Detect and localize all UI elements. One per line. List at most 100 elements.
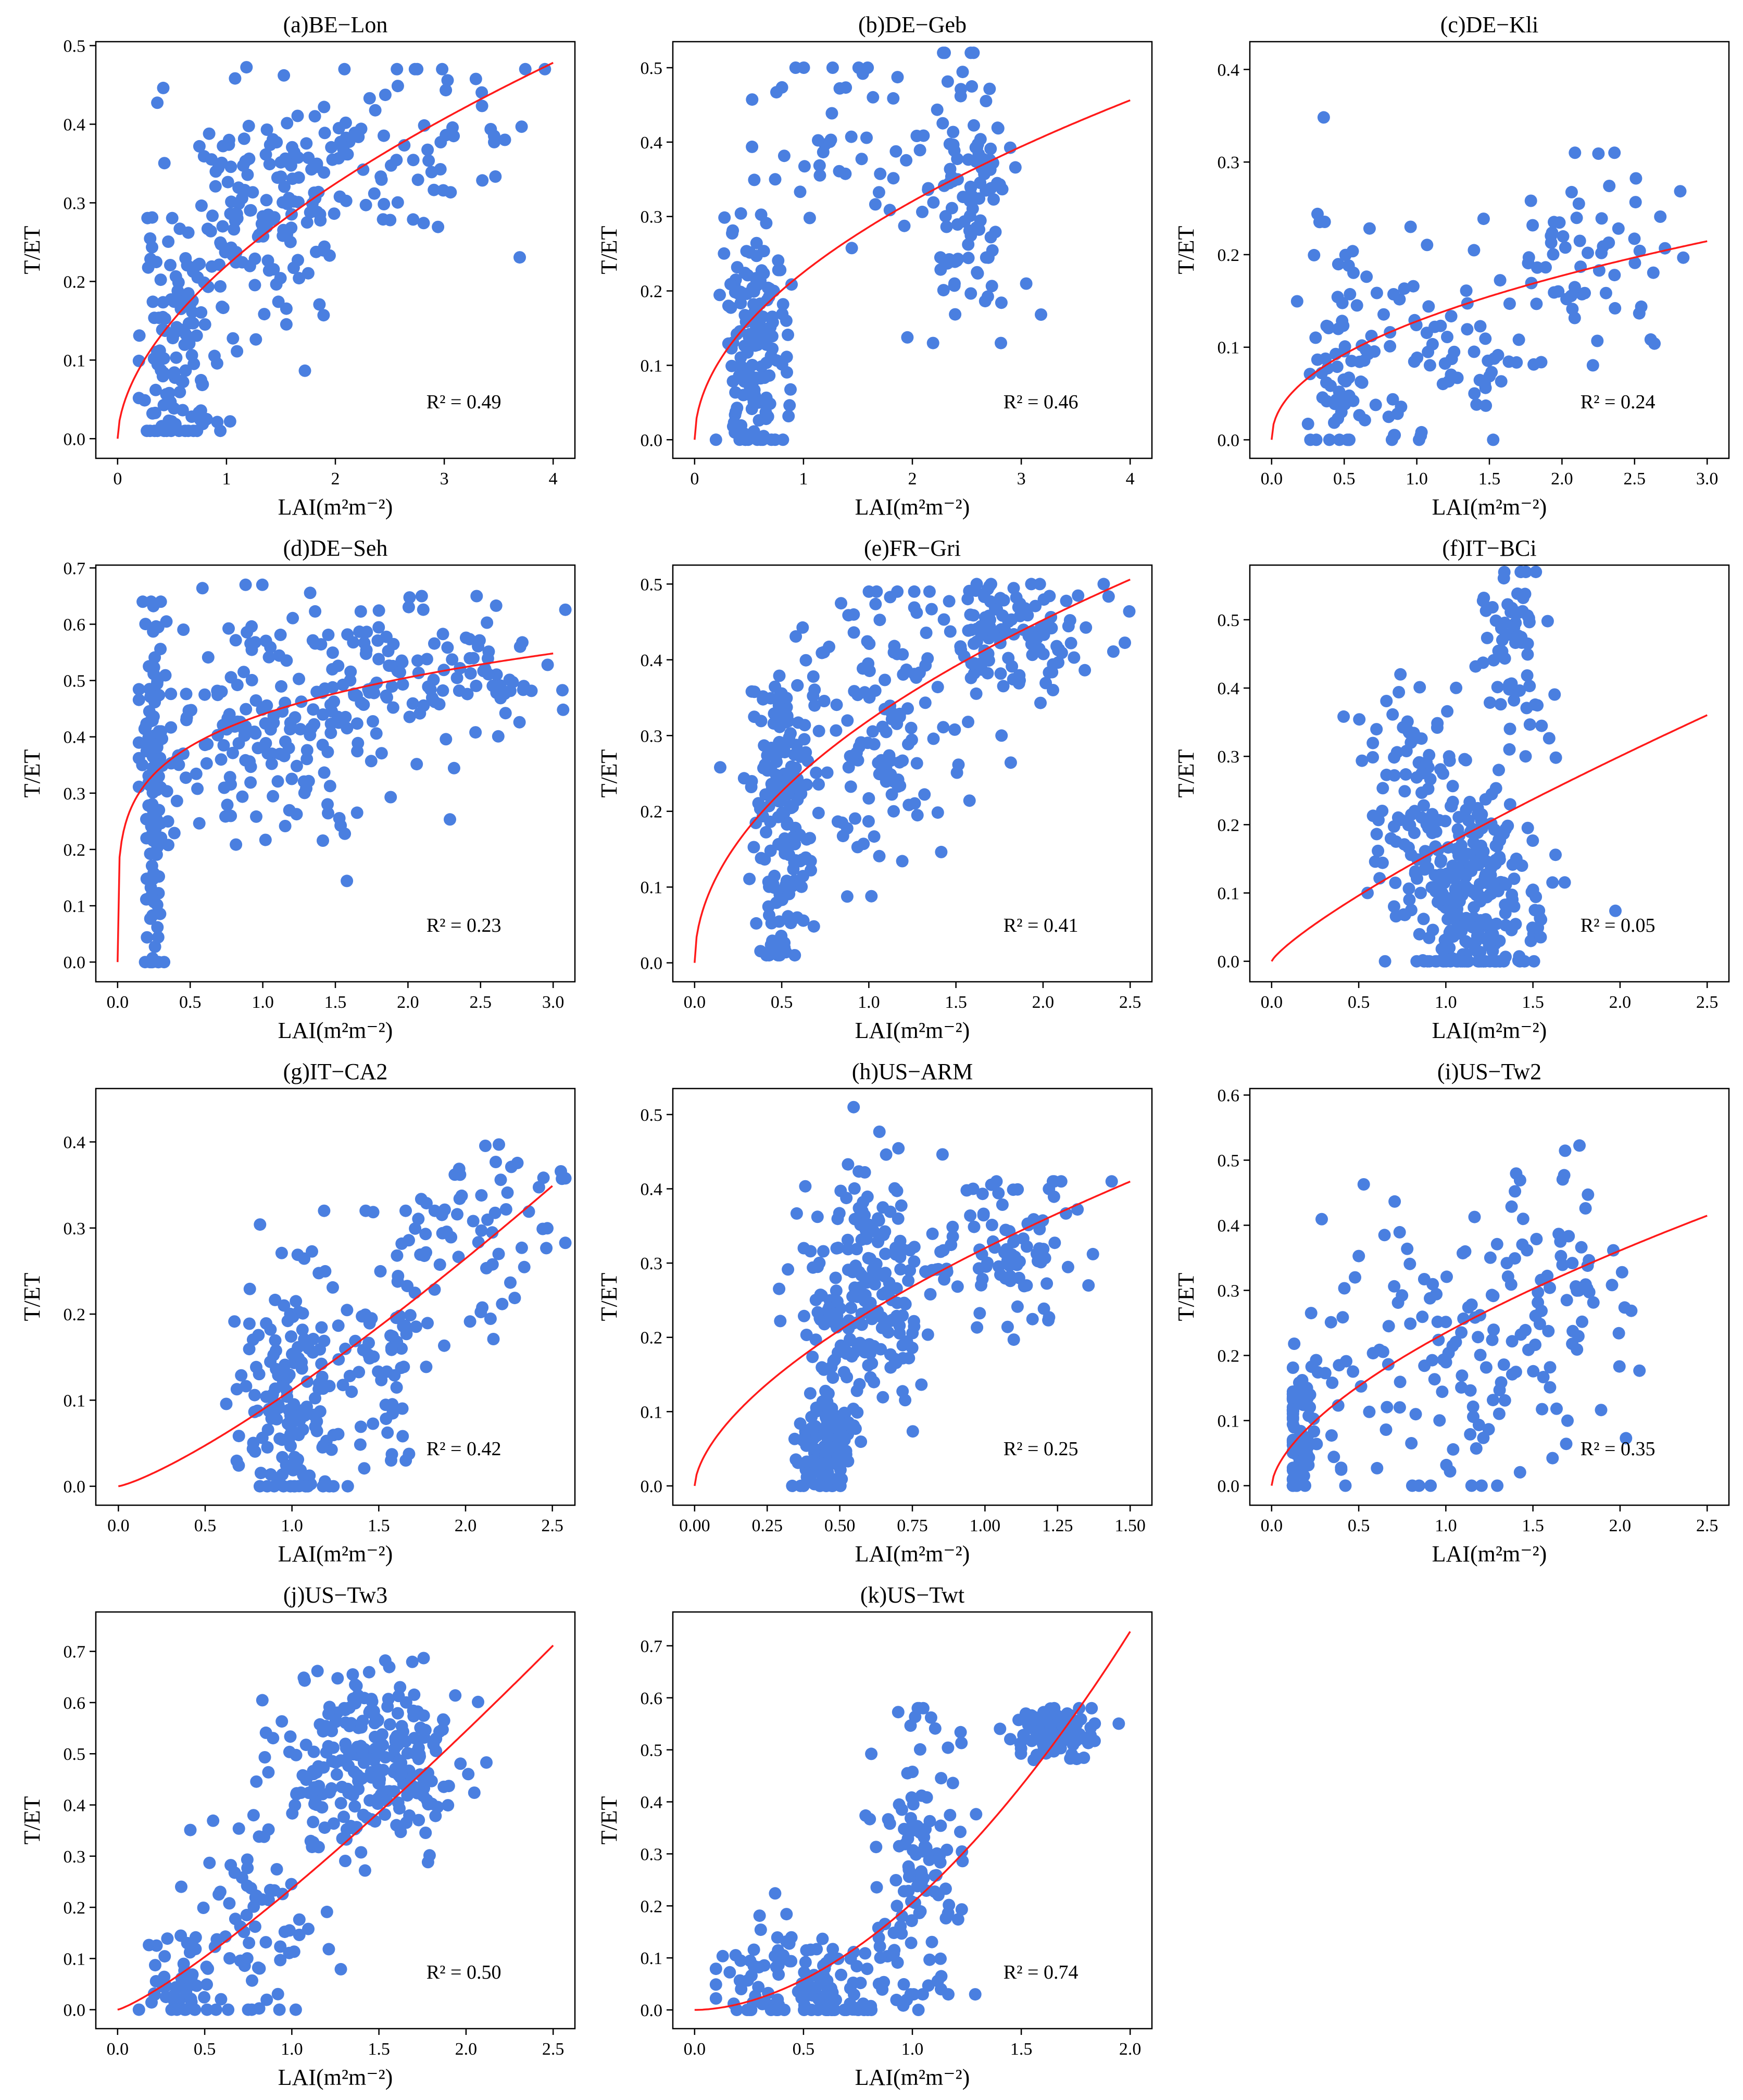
data-point xyxy=(771,1931,784,1944)
y-tick-label: 0.5 xyxy=(1218,611,1240,630)
data-point xyxy=(179,252,192,265)
data-point xyxy=(1509,1185,1522,1198)
data-point xyxy=(879,1247,892,1260)
y-tick-label: 0.1 xyxy=(64,1391,86,1410)
data-point xyxy=(1026,1312,1039,1326)
data-point xyxy=(1595,212,1608,225)
data-point xyxy=(1445,368,1458,381)
data-point xyxy=(1408,355,1421,368)
data-point xyxy=(1493,764,1505,777)
data-point xyxy=(294,723,307,736)
data-point xyxy=(168,295,181,308)
data-point xyxy=(905,1915,918,1928)
data-point xyxy=(1475,955,1488,968)
data-point xyxy=(892,1142,905,1155)
data-point xyxy=(396,678,409,691)
x-tick-label: 1.50 xyxy=(1114,1516,1146,1535)
data-point xyxy=(537,1171,550,1184)
data-point xyxy=(753,1961,766,1974)
data-point xyxy=(1318,216,1331,228)
data-point xyxy=(1527,955,1540,968)
data-point xyxy=(225,195,238,208)
data-point xyxy=(1007,1183,1020,1196)
r-squared-label: R² = 0.24 xyxy=(1581,391,1656,413)
data-point xyxy=(798,1309,810,1322)
data-point xyxy=(274,1954,287,1967)
data-point xyxy=(168,402,181,415)
data-point xyxy=(1007,1235,1020,1248)
data-point xyxy=(973,1307,986,1320)
y-tick-label: 0.1 xyxy=(641,878,663,897)
data-point xyxy=(1320,395,1333,408)
data-point xyxy=(339,710,352,723)
data-point xyxy=(1441,705,1454,718)
data-point xyxy=(1310,1354,1323,1367)
data-point xyxy=(813,159,826,172)
data-point xyxy=(1419,853,1432,866)
data-point xyxy=(1422,345,1435,358)
data-point xyxy=(757,267,770,280)
data-point xyxy=(334,1797,347,1810)
data-point xyxy=(874,167,887,180)
data-point xyxy=(472,640,484,653)
data-point xyxy=(1336,1311,1349,1324)
data-point xyxy=(254,1218,267,1231)
data-point xyxy=(992,1186,1005,1199)
data-point xyxy=(1450,681,1463,694)
data-point xyxy=(724,278,737,291)
data-point xyxy=(205,260,218,273)
data-point xyxy=(444,813,456,826)
data-point xyxy=(267,790,280,803)
data-point xyxy=(1286,1361,1299,1374)
x-tick-label: 1.0 xyxy=(858,993,880,1012)
data-point xyxy=(160,388,173,401)
data-point xyxy=(492,730,505,743)
data-point xyxy=(905,721,918,734)
data-point xyxy=(855,153,868,166)
data-point xyxy=(486,1226,499,1239)
y-axis-label: T/ET xyxy=(19,226,45,274)
data-point xyxy=(1529,1339,1541,1351)
data-point xyxy=(356,1746,369,1759)
data-point xyxy=(1432,871,1445,884)
data-point xyxy=(897,1885,910,1898)
data-point xyxy=(861,1190,874,1203)
data-point xyxy=(1369,398,1382,411)
data-point xyxy=(279,152,292,165)
data-point xyxy=(985,1178,998,1191)
data-point xyxy=(340,194,353,207)
data-point xyxy=(292,151,305,164)
data-point xyxy=(1338,1282,1351,1295)
data-point xyxy=(908,1320,921,1333)
data-point xyxy=(873,849,886,863)
fit-curve xyxy=(694,1180,1131,1486)
data-point xyxy=(1532,1286,1545,1299)
data-point xyxy=(709,1963,722,1976)
data-point xyxy=(475,86,488,99)
data-point xyxy=(186,317,199,330)
data-point xyxy=(248,1445,261,1458)
data-point xyxy=(290,1295,303,1308)
data-point xyxy=(182,287,195,300)
data-point xyxy=(892,1212,905,1225)
data-point xyxy=(355,122,368,135)
data-point xyxy=(239,754,252,767)
data-point xyxy=(1592,147,1605,160)
data-point xyxy=(332,1353,345,1366)
data-point xyxy=(431,1801,444,1814)
y-tick-label: 0.0 xyxy=(641,954,663,973)
data-point xyxy=(796,621,809,634)
data-point xyxy=(318,101,331,114)
fit-curve xyxy=(1271,240,1708,440)
data-point xyxy=(248,279,261,292)
data-point xyxy=(955,1736,968,1749)
data-point xyxy=(324,727,337,740)
data-point xyxy=(1550,1402,1563,1415)
data-point xyxy=(132,693,145,706)
x-tick-label: 1 xyxy=(222,469,231,489)
data-point xyxy=(1581,1282,1594,1295)
data-point xyxy=(350,806,363,819)
data-point xyxy=(965,80,979,93)
data-point xyxy=(934,251,947,264)
data-point xyxy=(170,2003,183,2016)
